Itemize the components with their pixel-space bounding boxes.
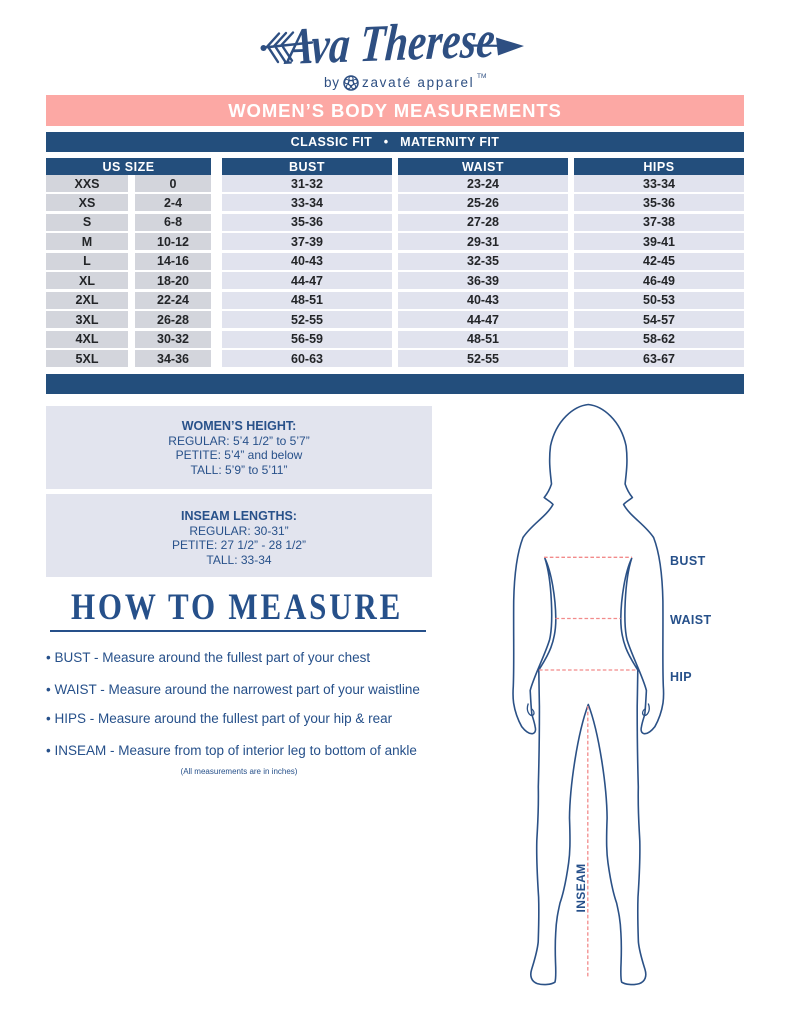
svg-text:INSEAM: INSEAM	[574, 863, 588, 912]
svg-text:Ava Therese: Ava Therese	[283, 12, 497, 76]
svg-text:BUST: BUST	[670, 554, 706, 568]
svg-text:WAIST: WAIST	[670, 613, 712, 627]
svg-text:HIP: HIP	[670, 670, 692, 684]
svg-text:by: by	[324, 75, 340, 90]
svg-text:TM: TM	[477, 73, 486, 80]
svg-text:zavaté apparel: zavaté apparel	[362, 75, 474, 90]
